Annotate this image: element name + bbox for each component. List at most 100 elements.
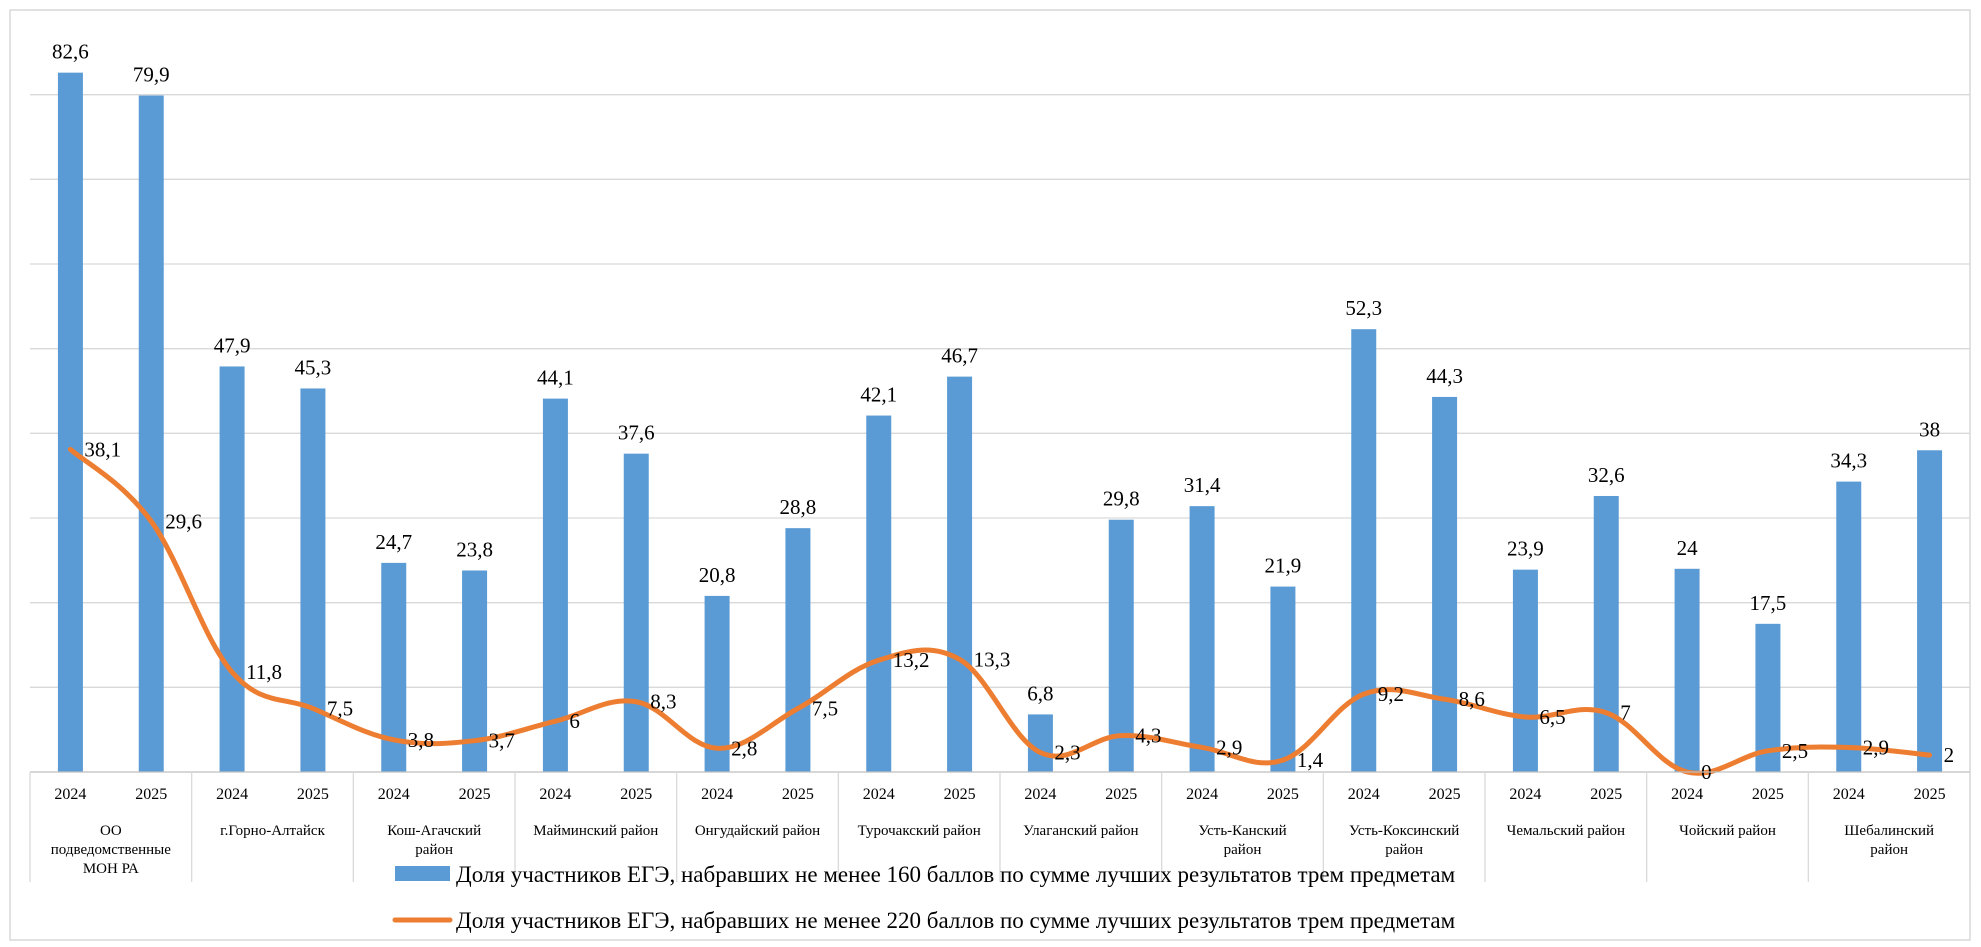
bar-value-label: 32,6: [1588, 463, 1625, 487]
group-tick-label: г.Горно-Алтайск: [220, 823, 325, 839]
group-tick-label: Кош-Агачский: [387, 823, 481, 839]
legend: Доля участников ЕГЭ, набравших не менее …: [392, 862, 1456, 933]
bar: [785, 528, 811, 772]
legend-bar-swatch: [395, 866, 450, 881]
bar: [1836, 481, 1862, 772]
year-tick-label: 2024: [1348, 786, 1380, 803]
bar: [1027, 714, 1053, 772]
bar: [1593, 495, 1619, 772]
line-series-path: [67, 446, 1933, 776]
bar: [219, 366, 245, 772]
year-tick-label: 2024: [539, 786, 571, 803]
year-tick-label: 2025: [1267, 786, 1299, 803]
year-tick-label: 2025: [1914, 786, 1946, 803]
line-value-label: 8,3: [650, 690, 676, 714]
line-value-label: 29,6: [165, 509, 202, 533]
line-value-label: 2,5: [1782, 739, 1808, 763]
group-tick-label: Майминский район: [533, 823, 658, 839]
year-tick-label: 2024: [1509, 786, 1541, 803]
group-tick-label: МОН РА: [83, 861, 139, 877]
line-value-label: 7,5: [812, 697, 838, 721]
group-tick-label: район: [415, 842, 453, 858]
bar-value-label: 31,4: [1184, 473, 1221, 497]
bar-value-label: 79,9: [133, 63, 170, 87]
line-value-label: 2,9: [1216, 735, 1242, 759]
year-tick-label: 2025: [1105, 786, 1137, 803]
bar-value-label: 23,9: [1507, 537, 1544, 561]
bar: [704, 595, 730, 772]
group-tick-label: Чойский район: [1679, 823, 1776, 839]
line-value-label: 2: [1944, 743, 1955, 767]
year-tick-label: 2024: [863, 786, 895, 803]
bar-value-label: 38: [1919, 417, 1940, 441]
bar-value-label: 52,3: [1345, 296, 1382, 320]
year-tick-label: 2024: [701, 786, 733, 803]
bar: [1108, 519, 1134, 772]
line-value-label: 7: [1620, 701, 1631, 725]
bar: [542, 398, 568, 772]
bar-value-label: 6,8: [1027, 681, 1053, 705]
bar-value-label: 44,3: [1426, 364, 1463, 388]
bar: [1512, 569, 1538, 772]
bar-value-label: 34,3: [1830, 449, 1867, 473]
year-tick-label: 2024: [1671, 786, 1703, 803]
year-tick-label: 2024: [216, 786, 248, 803]
bar-value-label: 46,7: [941, 344, 978, 368]
chart-border: [9, 9, 1971, 941]
group-tick-label: Усть-Канский: [1198, 823, 1286, 839]
year-tick-label: 2024: [1186, 786, 1218, 803]
year-tick-label: 2025: [297, 786, 329, 803]
group-tick-label: район: [1385, 842, 1423, 858]
bar-value-label: 45,3: [295, 355, 332, 379]
bar: [57, 72, 83, 773]
line-value-label: 9,2: [1378, 682, 1404, 706]
bar: [623, 453, 649, 772]
year-tick-label: 2025: [782, 786, 814, 803]
group-tick-label: Улаганский район: [1023, 823, 1138, 839]
year-tick-label: 2025: [135, 786, 167, 803]
year-tick-label: 2024: [378, 786, 410, 803]
group-tick-label: Чемальский район: [1507, 823, 1625, 839]
group-tick-label: Онгудайский район: [695, 823, 820, 839]
bar-value-label: 44,1: [537, 366, 574, 390]
bar: [138, 95, 164, 773]
bar: [947, 376, 973, 772]
year-tick-label: 2024: [54, 786, 86, 803]
line-value-label: 3,7: [489, 729, 515, 753]
line-value-label: 38,1: [84, 437, 121, 461]
bar-value-label: 17,5: [1750, 591, 1787, 615]
line-value-label: 1,4: [1297, 748, 1324, 772]
bar: [866, 415, 892, 772]
gridlines: [30, 9, 1970, 688]
line-value-label: 3,8: [408, 728, 434, 752]
line-value-label: 11,8: [246, 660, 282, 684]
bar-value-label: 28,8: [780, 495, 817, 519]
line-value-label: 6: [569, 709, 580, 733]
year-tick-label: 2025: [1429, 786, 1461, 803]
group-tick-label: Турочакский район: [858, 823, 981, 839]
bar: [1917, 450, 1943, 772]
line-value-label: 2,9: [1863, 735, 1889, 759]
line-value-label: 13,2: [893, 648, 930, 672]
legend-line-label: Доля участников ЕГЭ, набравших не менее …: [456, 908, 1456, 933]
year-tick-label: 2024: [1024, 786, 1056, 803]
group-tick-label: район: [1870, 842, 1908, 858]
bar-value-label: 47,9: [214, 333, 251, 357]
legend-bar-label: Доля участников ЕГЭ, набравших не менее …: [456, 862, 1456, 887]
bar: [1351, 329, 1377, 772]
bar-value-label: 23,8: [456, 537, 493, 561]
bar: [1270, 586, 1296, 772]
line-value-label: 4,3: [1135, 724, 1161, 748]
year-tick-label: 2025: [1752, 786, 1784, 803]
year-tick-label: 2025: [620, 786, 652, 803]
bar-value-label: 29,8: [1103, 487, 1140, 511]
line-series: [67, 446, 1933, 776]
bar-value-label: 24,7: [375, 530, 412, 554]
group-tick-label: район: [1224, 842, 1262, 858]
bar-value-label: 42,1: [860, 383, 897, 407]
bar-value-label: 20,8: [699, 563, 736, 587]
year-tick-label: 2025: [1590, 786, 1622, 803]
year-tick-label: 2025: [944, 786, 976, 803]
bar-value-label: 82,6: [52, 40, 89, 64]
